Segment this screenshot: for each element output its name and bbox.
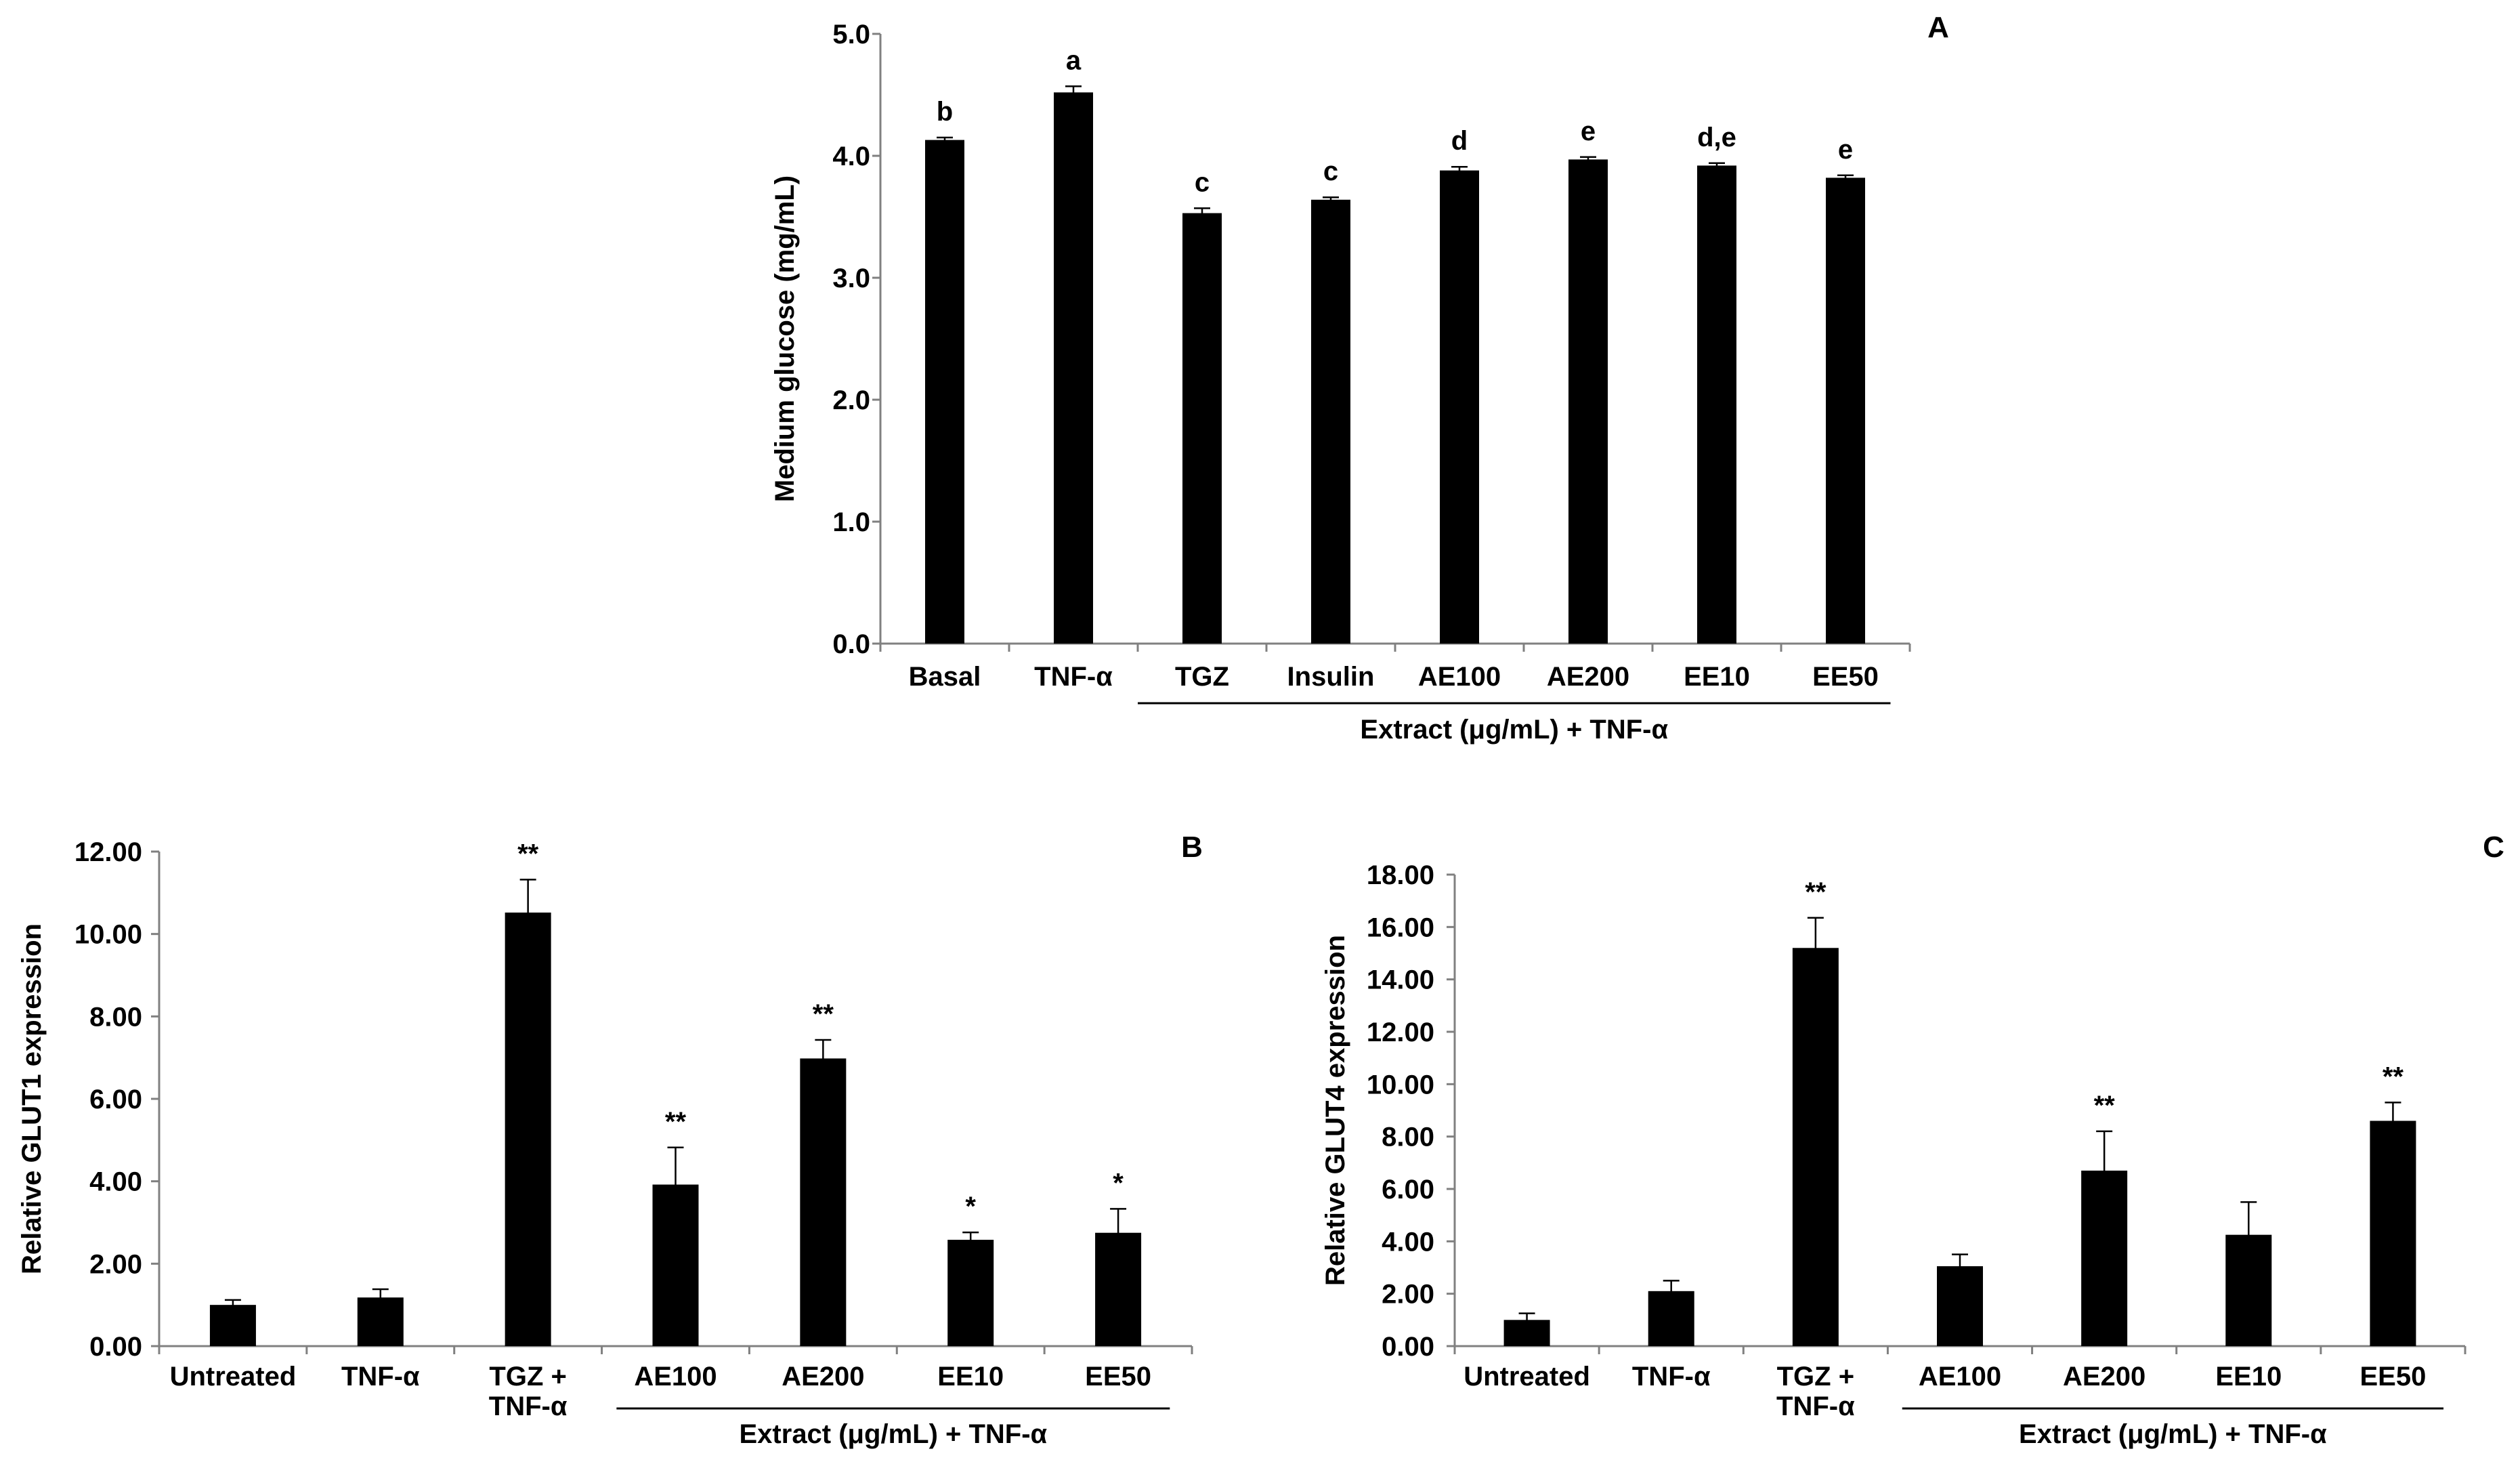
bar	[505, 913, 551, 1346]
x-category-label: EE50	[1812, 662, 1879, 692]
x-category-label: TNF-α	[1034, 662, 1113, 692]
significance-label: *	[965, 1192, 976, 1221]
x-category-label: AE200	[782, 1362, 864, 1392]
y-tick-label: 6.00	[1382, 1175, 1434, 1205]
bar	[1440, 170, 1479, 644]
significance-label: **	[813, 999, 834, 1029]
y-tick-label: 5.0	[832, 20, 870, 49]
y-tick-label: 4.00	[89, 1167, 142, 1197]
x-category-label: TNF-α	[489, 1392, 568, 1421]
x-category-label: EE10	[1684, 662, 1750, 692]
significance-label: c	[1323, 156, 1338, 186]
bar	[1826, 177, 1865, 644]
x-category-label: AE100	[1919, 1362, 2001, 1392]
significance-label: **	[2383, 1062, 2404, 1091]
x-category-label: TGZ	[1175, 662, 1229, 692]
significance-label: e	[1581, 117, 1596, 146]
group-label: Extract (μg/mL) + TNF-α	[1360, 715, 1668, 745]
y-tick-label: 12.00	[1367, 1018, 1434, 1047]
y-tick-label: 6.00	[89, 1085, 142, 1114]
panel-label: A	[1927, 11, 1949, 44]
significance-label: e	[1838, 135, 1853, 165]
y-tick-label: 2.00	[89, 1249, 142, 1279]
y-axis-label: Relative GLUT4 expression	[1321, 935, 1350, 1286]
y-tick-label: 14.00	[1367, 965, 1434, 995]
x-category-label: TNF-α	[1776, 1392, 1855, 1421]
panel-label: C	[2483, 831, 2504, 864]
x-category-label: EE50	[2359, 1362, 2426, 1392]
bar	[1311, 199, 1350, 644]
x-category-label: AE200	[2063, 1362, 2145, 1392]
x-category-label: TGZ +	[489, 1362, 566, 1392]
y-tick-label: 0.00	[1382, 1332, 1434, 1362]
bar	[2370, 1121, 2416, 1346]
significance-label: **	[2094, 1091, 2116, 1121]
y-tick-label: 0.0	[832, 629, 870, 659]
y-tick-label: 16.00	[1367, 913, 1434, 942]
significance-label: a	[1066, 45, 1082, 75]
y-tick-label: 12.00	[74, 837, 142, 867]
x-category-label: EE10	[937, 1362, 1004, 1392]
significance-label: d	[1451, 126, 1468, 156]
y-tick-label: 4.00	[1382, 1227, 1434, 1257]
significance-label: **	[665, 1107, 687, 1137]
y-tick-label: 18.00	[1367, 860, 1434, 890]
x-category-label: EE10	[2215, 1362, 2282, 1392]
significance-label: d,e	[1697, 123, 1736, 152]
significance-label: *	[1113, 1168, 1124, 1198]
y-axis-label: Medium glucose (mg/mL)	[770, 175, 800, 502]
y-tick-label: 4.0	[832, 142, 870, 171]
x-category-label: TGZ +	[1777, 1362, 1854, 1392]
bar	[1792, 948, 1839, 1346]
x-category-label: EE50	[1085, 1362, 1151, 1392]
y-tick-label: 10.00	[1367, 1070, 1434, 1100]
y-tick-label: 0.00	[89, 1332, 142, 1362]
bar	[1697, 165, 1736, 644]
y-axis-label: Relative GLUT1 expression	[17, 923, 47, 1274]
y-tick-label: 8.00	[1382, 1123, 1434, 1152]
chart-panel-b: 0.00 2.00 4.00 6.00 8.00 10.00 12.00 Untreated T…	[17, 831, 1203, 1449]
x-category-label: Untreated	[170, 1362, 297, 1392]
chart-panel-a: 0.0 1.0 2.0 3.0 4.0 5.0 b Basal a TNF-α c TGZ c Insul…	[770, 11, 1949, 745]
bar	[947, 1240, 994, 1346]
bar	[1182, 213, 1222, 644]
x-category-label: TNF-α	[1632, 1362, 1711, 1392]
bar	[800, 1058, 847, 1346]
y-tick-label: 2.00	[1382, 1280, 1434, 1310]
bar	[209, 1305, 256, 1346]
panel-label: B	[1181, 831, 1203, 864]
x-category-label: TNF-α	[341, 1362, 420, 1392]
x-category-label: AE200	[1547, 662, 1629, 692]
x-category-label: Insulin	[1287, 662, 1375, 692]
x-category-label: AE100	[1418, 662, 1501, 692]
bar	[925, 140, 964, 644]
group-label: Extract (μg/mL) + TNF-α	[2019, 1419, 2327, 1449]
significance-label: **	[517, 839, 539, 869]
group-label: Extract (μg/mL) + TNF-α	[740, 1419, 1048, 1449]
bar	[1054, 92, 1093, 644]
x-category-label: AE100	[634, 1362, 717, 1392]
significance-label: c	[1195, 167, 1210, 197]
y-tick-label: 10.00	[74, 920, 142, 950]
bar	[1568, 159, 1608, 644]
y-tick-label: 8.00	[89, 1002, 142, 1032]
significance-label: **	[1805, 877, 1827, 907]
x-category-label: Untreated	[1464, 1362, 1590, 1392]
y-tick-label: 3.0	[832, 264, 870, 293]
y-tick-label: 1.0	[832, 507, 870, 537]
significance-label: b	[937, 97, 953, 127]
bar	[1937, 1266, 1983, 1346]
y-tick-label: 2.0	[832, 385, 870, 415]
x-category-label: Basal	[909, 662, 981, 692]
chart-panel-c: 0.00 2.00 4.00 6.00 8.00 10.00 12.00 14.00 16.00…	[1321, 831, 2504, 1449]
